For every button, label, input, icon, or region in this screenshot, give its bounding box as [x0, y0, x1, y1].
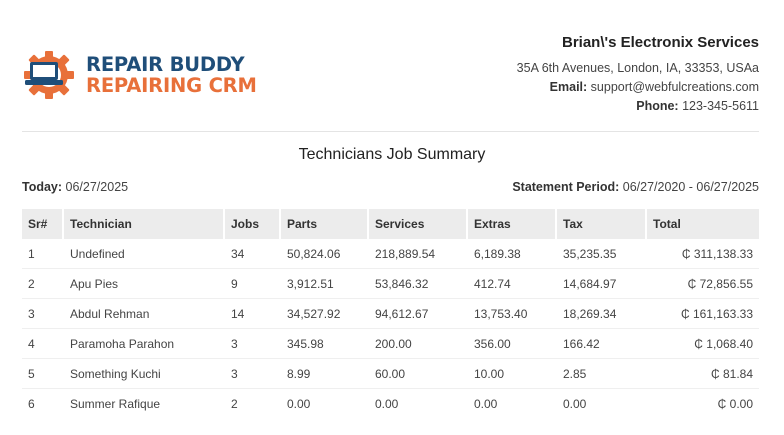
- cell-services: 0.00: [375, 397, 399, 411]
- cell-technician: Undefined: [64, 239, 225, 269]
- cell-sr: 4: [22, 329, 64, 359]
- company-name: Brian\'s Electronix Services: [562, 34, 759, 51]
- cell-total: ₵ 81.84: [647, 359, 759, 389]
- cell-sr: 6: [28, 397, 35, 411]
- cell-services: 53,846.32: [369, 269, 468, 299]
- table-header-row: Sr# Technician Jobs Parts Services Extra…: [22, 209, 759, 239]
- cell-extras: 0.00: [474, 397, 498, 411]
- cell-services: 94,612.67: [369, 299, 468, 329]
- cell-parts: 0.00: [287, 397, 311, 411]
- cell-technician: Paramoha Parahon: [64, 329, 225, 359]
- company-phone: Phone: 123-345-5611: [517, 99, 759, 113]
- phone-value: 123-345-5611: [682, 99, 759, 113]
- col-header-extras: Extras: [468, 209, 557, 239]
- technician-summary-table: Sr# Technician Jobs Parts Services Extra…: [22, 209, 759, 419]
- period-label: Statement Period:: [512, 180, 620, 194]
- brand-name-line2: REPAIRING CRM: [86, 73, 257, 97]
- cell-jobs: 34: [225, 239, 281, 269]
- col-header-services: Services: [369, 209, 468, 239]
- col-header-sr: Sr#: [22, 209, 64, 239]
- cell-parts: 50,824.06: [281, 239, 369, 269]
- cell-services: 60.00: [369, 359, 468, 389]
- cell-services: 218,889.54: [369, 239, 468, 269]
- cell-jobs: 9: [225, 269, 281, 299]
- email-value: support@webfulcreations.com: [590, 80, 759, 94]
- table-row: 4 Paramoha Parahon 3 345.98 200.00 356.0…: [22, 329, 759, 359]
- today-date: Today: 06/27/2025: [22, 180, 128, 194]
- table-row: 1 Undefined 34 50,824.06 218,889.54 6,18…: [22, 239, 759, 269]
- header-divider: [22, 131, 759, 132]
- brand-name-line1: REPAIR BUDDY: [86, 53, 245, 76]
- cell-sr: 3: [22, 299, 64, 329]
- cell-technician: Abdul Rehman: [64, 299, 225, 329]
- cell-tax: 166.42: [557, 329, 647, 359]
- company-email: Email: support@webfulcreations.com: [517, 80, 759, 94]
- cell-parts: 34,527.92: [281, 299, 369, 329]
- today-label: Today:: [22, 180, 63, 194]
- cell-total: ₵ 311,138.33: [647, 239, 759, 269]
- cell-jobs: 14: [225, 299, 281, 329]
- cell-total: ₵ 0.00: [717, 397, 753, 411]
- cell-extras: 412.74: [468, 269, 557, 299]
- company-address: 35A 6th Avenues, London, IA, 33353, USAa: [516, 61, 759, 75]
- cell-extras: 10.00: [468, 359, 557, 389]
- cell-sr: 2: [22, 269, 64, 299]
- table-row: 2 Apu Pies 9 3,912.51 53,846.32 412.74 1…: [22, 269, 759, 299]
- cell-technician: Summer Rafique: [70, 397, 161, 411]
- cell-tax: 18,269.34: [557, 299, 647, 329]
- cell-jobs: 2: [231, 397, 238, 411]
- cell-tax: 35,235.35: [557, 239, 647, 269]
- col-header-total: Total: [647, 209, 759, 239]
- today-value: 06/27/2025: [65, 180, 129, 194]
- phone-label: Phone:: [636, 99, 679, 113]
- cell-sr: 5: [22, 359, 64, 389]
- cell-services: 200.00: [369, 329, 468, 359]
- statement-period: Statement Period: 06/27/2020 - 06/27/202…: [512, 180, 759, 194]
- col-header-jobs: Jobs: [225, 209, 281, 239]
- table-row: 5 Something Kuchi 3 8.99 60.00 10.00 2.8…: [22, 359, 759, 389]
- company-info: Brian\'s Electronix Services 35A 6th Ave…: [517, 34, 759, 113]
- cell-total: ₵ 1,068.40: [647, 329, 759, 359]
- cell-parts: 345.98: [281, 329, 369, 359]
- cell-tax: 2.85: [557, 359, 647, 389]
- cell-tax: 0.00: [563, 397, 587, 411]
- cell-total: ₵ 161,163.33: [647, 299, 759, 329]
- cell-sr: 1: [22, 239, 64, 269]
- report-title: Technicians Job Summary: [298, 146, 486, 163]
- cell-jobs: 3: [225, 359, 281, 389]
- cell-total: ₵ 72,856.55: [647, 269, 759, 299]
- period-value: 06/27/2020 - 06/27/2025: [622, 180, 759, 194]
- col-header-technician: Technician: [64, 209, 225, 239]
- brand-logo: REPAIR BUDDY REPAIRING CRM: [22, 50, 262, 100]
- cell-jobs: 3: [225, 329, 281, 359]
- gear-laptop-logo-icon: [24, 51, 74, 99]
- col-header-tax: Tax: [557, 209, 647, 239]
- table-row: 3 Abdul Rehman 14 34,527.92 94,612.67 13…: [22, 299, 759, 329]
- email-label: Email:: [549, 80, 588, 94]
- col-header-parts: Parts: [281, 209, 369, 239]
- cell-parts: 3,912.51: [281, 269, 369, 299]
- cell-technician: Apu Pies: [64, 269, 225, 299]
- cell-extras: 6,189.38: [468, 239, 557, 269]
- table-row: 6 Summer Rafique 2 0.00 0.00 0.00 0.00 ₵…: [22, 389, 759, 419]
- cell-technician: Something Kuchi: [64, 359, 225, 389]
- cell-parts: 8.99: [281, 359, 369, 389]
- cell-extras: 356.00: [468, 329, 557, 359]
- cell-extras: 13,753.40: [468, 299, 557, 329]
- cell-tax: 14,684.97: [557, 269, 647, 299]
